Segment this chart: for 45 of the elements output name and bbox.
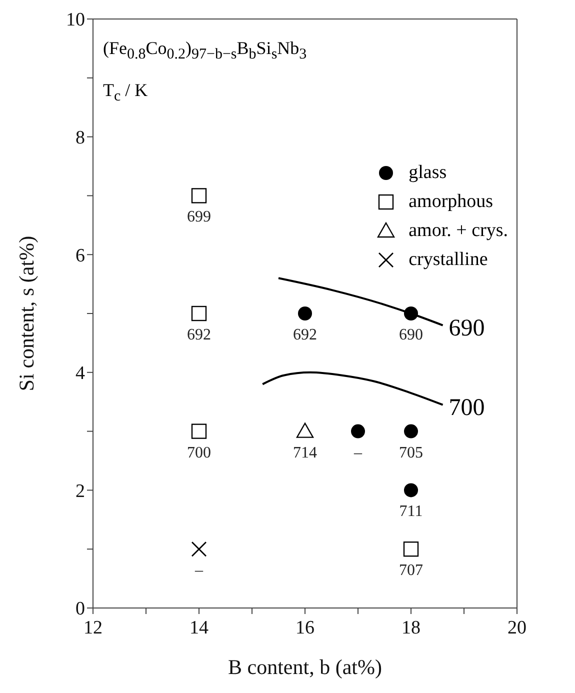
y-tick-label: 6: [76, 245, 85, 266]
point: [404, 306, 418, 320]
point: [191, 188, 207, 204]
annotation: 699: [187, 208, 211, 226]
text: (Fe$_{0.8}$Co$_{0.2}$)$_{97−b−s}$B$_{b}$Si$_{s}$Nb$_{3}$: [103, 38, 307, 63]
x-tick-label: 16: [296, 617, 314, 638]
x-tick-label: 14: [190, 617, 209, 638]
x-tick-label: 12: [84, 617, 102, 638]
y-tick-label: 0: [76, 598, 85, 620]
legend-label: glass: [408, 161, 447, 185]
y-tick-label: 8: [76, 128, 85, 149]
line-series: [262, 371, 444, 406]
series-label: 700: [448, 394, 485, 421]
legend-label: crystalline: [408, 248, 488, 272]
y-tick-label: 10: [66, 10, 85, 31]
point: [403, 542, 419, 557]
annotation: 714: [293, 444, 317, 462]
point: [404, 424, 418, 438]
annotation: 705: [399, 444, 423, 462]
annotation: 707: [399, 562, 423, 580]
annotation: 711: [399, 503, 423, 520]
y-axis-title: Si content, s (at%): [14, 236, 38, 392]
legend-label: amorphous: [408, 190, 494, 214]
annotation: 692: [187, 326, 211, 344]
point: [191, 306, 207, 322]
x-axis-title: B content, b (at%): [228, 655, 382, 679]
y-tick-label: 4: [76, 363, 86, 384]
line-series: [278, 277, 444, 326]
x-tick-label: 20: [508, 617, 526, 638]
point: [404, 483, 418, 498]
legend-label: amor. + crys.: [408, 219, 508, 243]
point: [298, 306, 312, 320]
x-tick-label: 18: [402, 617, 420, 638]
point: [351, 424, 365, 438]
y-tick-label: 2: [76, 480, 85, 502]
annotation: 692: [293, 326, 317, 344]
series-label: 690: [448, 315, 485, 342]
point: [191, 541, 207, 557]
annotation: 700: [187, 444, 211, 462]
annotation: T$_{c}$ / K: [103, 80, 148, 106]
point: [191, 424, 207, 439]
annotation: –: [353, 444, 363, 462]
point: [296, 422, 314, 438]
annotation: –: [194, 562, 204, 580]
annotation: 690: [399, 326, 423, 344]
